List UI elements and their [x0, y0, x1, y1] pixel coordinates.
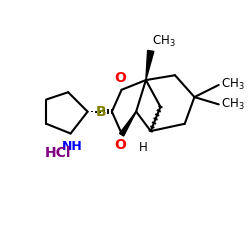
Text: NH: NH: [62, 140, 82, 153]
Text: HCl: HCl: [45, 146, 72, 160]
Text: CH$_3$: CH$_3$: [221, 78, 244, 92]
Text: B: B: [96, 105, 106, 119]
Polygon shape: [120, 112, 136, 136]
Text: O: O: [114, 138, 126, 152]
Text: H: H: [139, 141, 148, 154]
Text: CH$_3$: CH$_3$: [221, 97, 244, 112]
Text: O: O: [114, 72, 126, 86]
Polygon shape: [146, 50, 154, 80]
Text: CH$_3$: CH$_3$: [152, 34, 176, 49]
